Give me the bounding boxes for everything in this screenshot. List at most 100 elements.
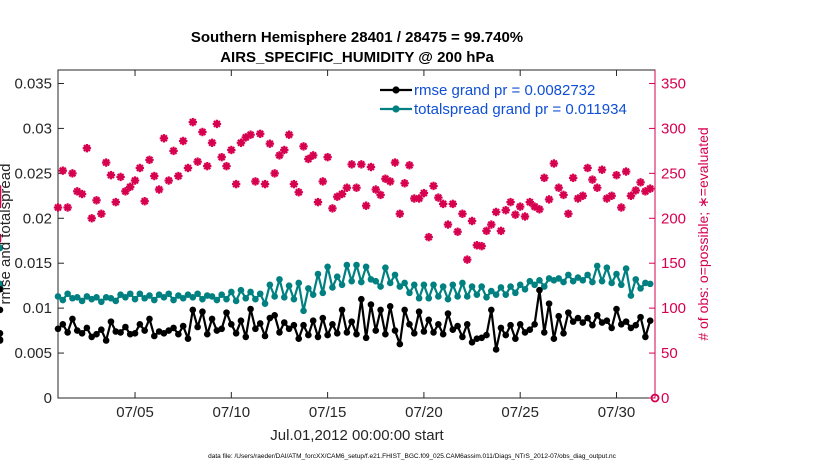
rmse-point xyxy=(468,338,476,346)
obs-evaluated-marker xyxy=(342,183,352,192)
y-tick-label: 0 xyxy=(44,390,52,407)
rmse-point xyxy=(406,321,413,328)
obs-evaluated-marker xyxy=(559,190,568,200)
totalspread-point xyxy=(305,285,312,292)
rmse-point xyxy=(608,324,615,332)
totalspread-point xyxy=(194,290,201,298)
obs-evaluated-marker xyxy=(448,199,457,209)
totalspread-point xyxy=(348,277,355,285)
obs-evaluated-marker xyxy=(390,158,400,167)
totalspread-point xyxy=(160,294,168,301)
obs-evaluated-marker xyxy=(203,161,212,171)
rmse-point xyxy=(463,321,471,328)
totalspread-point xyxy=(593,262,601,270)
rmse-point xyxy=(362,334,370,342)
rmse-point xyxy=(146,315,153,323)
y2-tick-label: 0 xyxy=(661,390,669,407)
totalspread-point xyxy=(338,281,346,289)
obs-evaluated-marker xyxy=(429,181,438,191)
obs-evaluated-marker xyxy=(463,255,472,264)
obs-evaluated-marker xyxy=(299,142,308,151)
totalspread-point xyxy=(122,294,129,301)
rmse-point xyxy=(555,312,563,320)
obs-evaluated-marker xyxy=(318,177,327,186)
totalspread-point xyxy=(98,298,105,306)
obs-evaluated-marker xyxy=(366,162,376,172)
totalspread-point xyxy=(478,283,485,290)
rmse-point xyxy=(237,317,245,325)
obs-evaluated-marker xyxy=(212,119,222,129)
obs-evaluated-marker xyxy=(106,170,116,180)
obs-evaluated-marker xyxy=(337,189,347,199)
obs-evaluated-marker xyxy=(256,129,265,139)
totalspread-point xyxy=(324,263,331,271)
obs-evaluated-marker xyxy=(260,179,270,189)
rmse-point xyxy=(160,329,168,337)
obs-evaluated-marker xyxy=(568,173,578,183)
totalspread-point xyxy=(223,295,230,303)
totalspread-point xyxy=(483,294,490,301)
totalspread-point xyxy=(372,277,380,285)
rmse-point xyxy=(256,320,264,327)
y2-tick-label: 200 xyxy=(661,210,686,227)
y-tick-label: 0.025 xyxy=(14,165,52,182)
rmse-point xyxy=(444,310,452,317)
rmse-point xyxy=(343,329,351,336)
obs-evaluated-marker xyxy=(607,191,616,201)
rmse-point xyxy=(454,322,461,330)
rmse-point xyxy=(266,314,274,322)
obs-evaluated-marker xyxy=(323,152,332,162)
totalspread-point xyxy=(502,291,510,298)
totalspread-point xyxy=(295,279,303,287)
obs-evaluated-marker xyxy=(535,205,544,214)
totalspread-point xyxy=(391,271,399,279)
obs-evaluated-marker xyxy=(154,185,164,194)
rmse-point xyxy=(0,306,4,314)
totalspread-point xyxy=(507,283,514,290)
obs-evaluated-marker xyxy=(275,151,284,160)
totalspread-point xyxy=(531,281,538,289)
y2-tick-label: 100 xyxy=(661,300,686,317)
plot-area xyxy=(57,69,656,399)
obs-evaluated-marker xyxy=(467,216,477,226)
totalspread-point xyxy=(232,297,240,305)
totalspread-point xyxy=(603,264,611,271)
obs-evaluated-marker xyxy=(174,171,183,181)
totalspread-point xyxy=(117,291,124,298)
rmse-point xyxy=(98,326,105,334)
obs-evaluated-marker xyxy=(352,183,361,192)
obs-evaluated-marker xyxy=(477,241,486,251)
totalspread-point xyxy=(276,276,283,283)
rmse-point xyxy=(141,327,148,334)
obs-evaluated-marker xyxy=(506,197,515,207)
rmse-point xyxy=(280,319,288,326)
obs-evaluated-marker xyxy=(631,186,640,195)
obs-evaluated-marker xyxy=(515,202,525,211)
chart-title-line1: Southern Hemisphere 28401 / 28475 = 99.7… xyxy=(191,29,523,46)
obs-evaluated-marker xyxy=(169,146,178,156)
y-tick-label: 0.01 xyxy=(23,300,52,317)
rmse-point xyxy=(617,321,625,328)
obs-evaluated-marker xyxy=(617,203,626,212)
rmse-point xyxy=(488,306,495,314)
totalspread-point xyxy=(449,281,457,289)
obs-evaluated-marker xyxy=(645,184,655,193)
rmse-point xyxy=(521,329,529,336)
totalspread-point xyxy=(396,283,404,290)
totalspread-point xyxy=(228,288,235,296)
obs-evaluated-marker xyxy=(87,214,96,223)
rmse-point xyxy=(184,335,192,342)
totalspread-point xyxy=(290,295,298,303)
rmse-point xyxy=(232,329,240,337)
rmse-point xyxy=(305,331,312,339)
obs-evaluated-marker xyxy=(251,177,260,186)
rmse-point xyxy=(319,314,327,322)
rmse-point xyxy=(208,315,216,323)
obs-evaluated-marker xyxy=(491,207,501,217)
totalspread-point xyxy=(569,277,577,285)
rmse-point xyxy=(252,325,259,333)
totalspread-point xyxy=(406,289,413,297)
y-tick-label: 0.02 xyxy=(23,210,52,227)
totalspread-point xyxy=(237,286,245,294)
rmse-point xyxy=(492,346,500,353)
